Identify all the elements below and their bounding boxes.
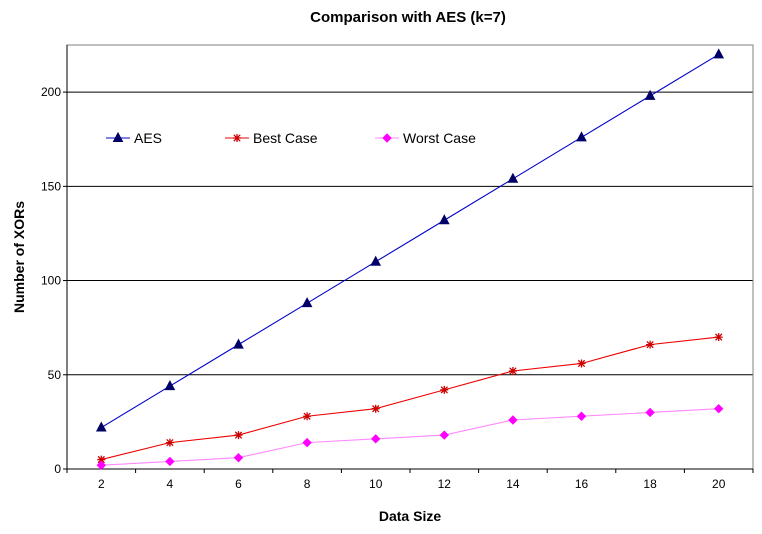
legend: AES Best Case Worst Case [106, 130, 476, 146]
data-point [646, 340, 655, 349]
x-tick-label: 14 [506, 477, 520, 491]
data-point [165, 456, 175, 467]
data-point [95, 421, 107, 432]
x-tick-label: 16 [575, 477, 589, 491]
data-point [508, 415, 518, 425]
data-point [508, 367, 517, 376]
data-point [96, 460, 107, 470]
y-axis-title: Number of XORs [11, 201, 27, 313]
y-tick-label: 150 [41, 179, 61, 193]
data-point [576, 411, 587, 421]
legend-label: Best Case [253, 130, 318, 146]
series-1 [95, 48, 725, 432]
legend-marker [382, 133, 392, 143]
legend-marker [112, 131, 124, 142]
y-tick-label: 0 [54, 462, 61, 476]
data-point [644, 89, 656, 100]
data-point [301, 297, 313, 308]
series-line [101, 53, 719, 429]
legend-marker [233, 134, 241, 142]
y-tick-label: 200 [41, 85, 61, 99]
data-point [234, 431, 243, 440]
data-point [303, 412, 312, 421]
y-tick-label: 50 [48, 368, 62, 382]
data-point [164, 380, 176, 391]
series-line [101, 408, 719, 466]
legend-label: Worst Case [403, 130, 476, 146]
legend-entry: Best Case [225, 130, 318, 146]
data-point [97, 455, 106, 464]
data-point [438, 214, 450, 225]
data-point [302, 437, 312, 448]
series-layer [95, 48, 725, 470]
data-point [440, 385, 449, 394]
legend-entry: Worst Case [375, 130, 476, 146]
legend-label: AES [134, 130, 162, 146]
x-tick-label: 6 [235, 477, 242, 491]
data-point [233, 452, 244, 463]
data-point [165, 438, 174, 447]
x-tick-label: 4 [167, 477, 174, 491]
data-point [233, 338, 244, 349]
legend-entry: AES [106, 130, 162, 146]
x-tick-label: 10 [369, 477, 383, 491]
series-3 [96, 403, 724, 470]
data-point [713, 403, 724, 414]
y-axis: 0 50 100 150 200 [41, 45, 68, 476]
data-point [507, 172, 519, 183]
x-tick-label: 8 [304, 477, 311, 491]
data-point [577, 359, 586, 368]
x-tick-label: 20 [712, 477, 726, 491]
y-tick-label: 100 [41, 274, 61, 288]
x-tick-label: 12 [438, 477, 452, 491]
x-axis-title: Data Size [379, 508, 441, 524]
chart-title: Comparison with AES (k=7) [310, 9, 506, 26]
data-point [645, 407, 655, 418]
data-point [439, 430, 450, 440]
grid-lines [67, 91, 753, 376]
data-point [371, 404, 380, 413]
x-tick-label: 2 [98, 477, 105, 491]
series-2 [97, 333, 723, 464]
data-point [714, 333, 723, 342]
data-point [576, 131, 587, 142]
data-point [370, 255, 382, 266]
data-point [713, 48, 725, 59]
data-point [370, 434, 381, 444]
x-axis: 2 4 6 8 10 12 14 16 18 20 [66, 468, 754, 491]
x-tick-label: 18 [643, 477, 657, 491]
series-line [101, 336, 719, 461]
plot-area [66, 44, 754, 470]
